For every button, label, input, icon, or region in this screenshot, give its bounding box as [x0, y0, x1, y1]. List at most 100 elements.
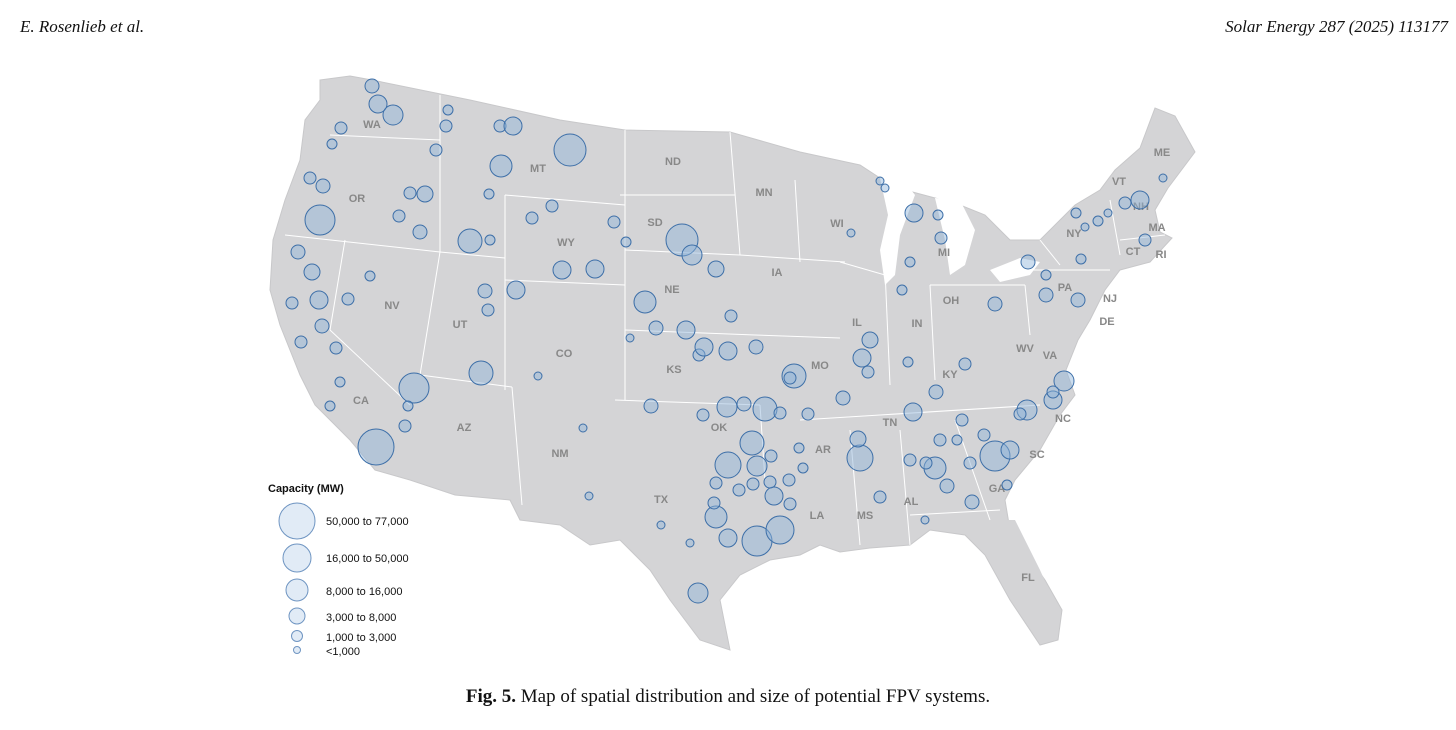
fpv-site-marker [533, 371, 543, 381]
fpv-site-marker [852, 348, 872, 368]
fpv-site-marker [801, 407, 815, 421]
fpv-site-marker [457, 228, 483, 254]
state-label-tx: TX [654, 494, 669, 506]
fpv-site-marker [782, 473, 796, 487]
fpv-site-marker [1020, 254, 1036, 270]
fpv-site-marker [958, 357, 972, 371]
fpv-site-marker [368, 94, 388, 114]
state-label-az: AZ [457, 422, 472, 434]
fpv-site-marker [955, 413, 969, 427]
state-label-ct: CT [1126, 246, 1141, 258]
legend-label-6: <1,000 [326, 646, 360, 658]
state-label-va: VA [1043, 350, 1058, 362]
figure-caption: Fig. 5. Map of spatial distribution and … [0, 686, 1456, 708]
fpv-site-marker [977, 428, 991, 442]
fpv-site-marker [1053, 370, 1075, 392]
state-labels: WA OR CA NV MT WY UT AZ CO NM ND SD NE KS OK TX MN IA MO AR… [349, 119, 1171, 584]
fpv-site-marker [928, 384, 944, 400]
fpv-site-marker [334, 121, 348, 135]
state-label-pa: PA [1058, 282, 1073, 294]
header-journal: Solar Energy 287 (2025) 113177 [1225, 17, 1448, 36]
fpv-site-marker [585, 259, 605, 279]
fpv-site-marker [718, 528, 738, 548]
fpv-site-marker [763, 475, 777, 489]
state-label-la: LA [810, 510, 825, 522]
fpv-site-marker [920, 515, 930, 525]
state-label-wa: WA [363, 119, 381, 131]
fpv-site-marker [873, 490, 887, 504]
fpv-site-marker [781, 363, 807, 389]
fpv-site-marker [773, 406, 787, 420]
fpv-site-marker [696, 408, 710, 422]
state-label-nh: NH [1133, 201, 1149, 213]
state-label-ca: CA [353, 395, 369, 407]
fpv-site-marker [578, 423, 588, 433]
fpv-site-marker [656, 520, 666, 530]
fpv-site-marker [506, 280, 526, 300]
fpv-site-marker [1038, 287, 1054, 303]
fpv-site-marker [314, 318, 330, 334]
fpv-site-marker [285, 296, 299, 310]
fpv-site-marker [964, 494, 980, 510]
fpv-site-marker [412, 224, 428, 240]
fpv-site-marker [329, 341, 343, 355]
fpv-site-marker [584, 491, 594, 501]
fpv-site-marker [398, 419, 412, 433]
fpv-site-marker [290, 244, 306, 260]
fpv-site-marker [903, 402, 923, 422]
fpv-site-marker [709, 476, 723, 490]
state-label-ks: KS [666, 364, 681, 376]
fpv-site-marker [835, 390, 851, 406]
fpv-site-marker [875, 176, 885, 186]
fpv-site-marker [951, 434, 963, 446]
fpv-site-marker [552, 260, 572, 280]
legend: Capacity (MW) 50,000 to 77,000 16,000 to… [268, 483, 409, 658]
state-label-ok: OK [711, 422, 728, 434]
fpv-site-marker [932, 209, 944, 221]
fpv-site-marker [357, 428, 395, 466]
state-label-ri: RI [1156, 249, 1167, 261]
state-label-ky: KY [942, 369, 958, 381]
fpv-site-marker [481, 303, 495, 317]
florida [990, 520, 1060, 642]
fpv-site-marker [861, 331, 879, 349]
fpv-site-marker [963, 456, 977, 470]
fpv-site-marker [294, 335, 308, 349]
fpv-site-marker [1118, 196, 1132, 210]
fpv-site-marker [681, 244, 703, 266]
state-borders [284, 95, 1166, 546]
fpv-site-marker [477, 283, 493, 299]
fpv-site-marker [707, 496, 721, 510]
fpv-site-marker [718, 341, 738, 361]
fpv-site-marker [923, 456, 947, 480]
legend-label-4: 3,000 to 8,000 [326, 612, 396, 624]
state-label-sd: SD [647, 217, 662, 229]
great-lakes [880, 178, 1040, 285]
legend-label-2: 16,000 to 50,000 [326, 553, 409, 565]
fpv-site-marker [553, 133, 587, 167]
fpv-site-marker [714, 451, 742, 479]
us-fpv-map: WA OR CA NV MT WY UT AZ CO NM ND SD NE KS OK TX MN IA MO AR… [268, 75, 1196, 658]
fpv-site-marker [1040, 269, 1052, 281]
fpv-site-marker [304, 204, 336, 236]
fpv-site-marker [846, 444, 874, 472]
fpv-site-marker [1000, 440, 1020, 460]
state-label-ne: NE [664, 284, 679, 296]
state-label-nm: NM [551, 448, 568, 460]
fpv-site-marker [904, 203, 924, 223]
fpv-site-marker [896, 284, 908, 296]
fpv-site-marker [326, 138, 338, 150]
fpv-site-marker [309, 290, 329, 310]
legend-symbol-4 [288, 607, 306, 625]
fpv-site-marker [685, 538, 695, 548]
fpv-site-marker [707, 260, 725, 278]
fpv-site-marker [1138, 233, 1152, 247]
fpv-site-marker [607, 215, 621, 229]
fpv-site-marker [846, 228, 856, 238]
fpv-site-marker [429, 143, 443, 157]
fpv-site-marker [525, 211, 539, 225]
state-label-wy: WY [557, 237, 575, 249]
fpv-site-marker [732, 483, 746, 497]
state-label-vt: VT [1112, 176, 1126, 188]
state-label-sc: SC [1029, 449, 1044, 461]
